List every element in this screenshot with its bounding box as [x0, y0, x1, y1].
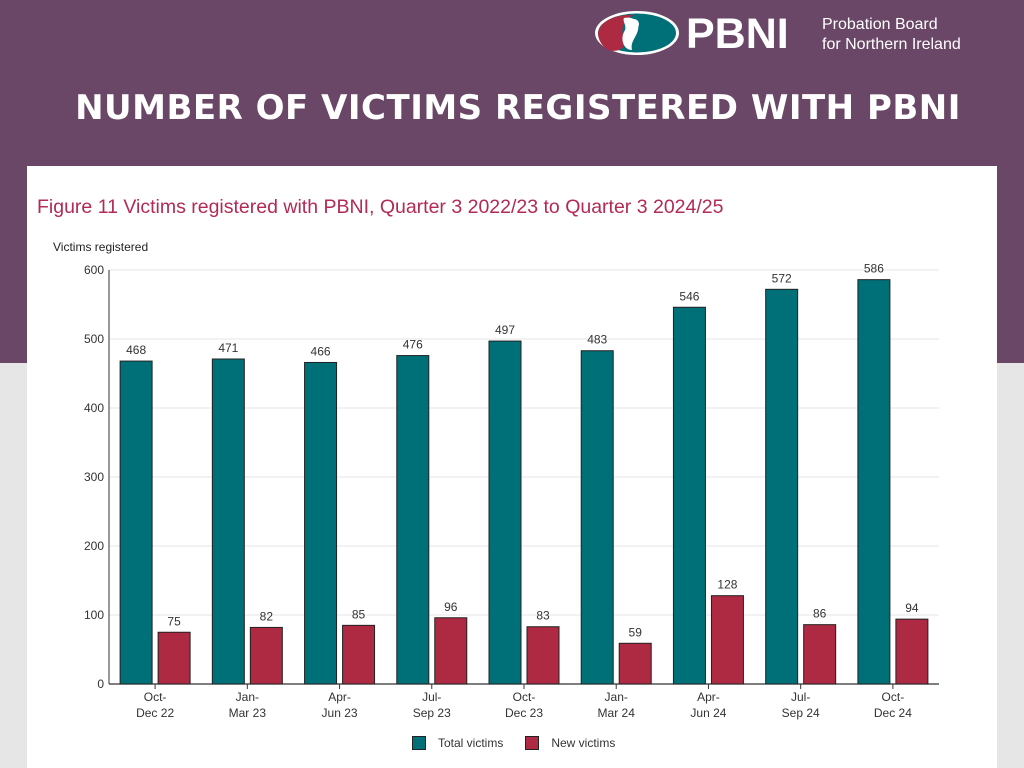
y-tick-label: 200 [84, 539, 104, 553]
data-label: 59 [629, 625, 643, 639]
bar-new-victims [895, 618, 929, 685]
data-label: 483 [587, 333, 607, 347]
legend-swatch-new [525, 736, 540, 750]
bar-total-victims [119, 360, 153, 685]
legend-swatch-total [412, 736, 426, 750]
bar-total-victims [580, 350, 614, 685]
bar-total-victims [672, 306, 706, 685]
chart-panel: Figure 11 Victims registered with PBNI, … [27, 166, 997, 768]
x-tick-label: Jul- [422, 690, 441, 704]
logo-subtitle-line1: Probation Board [822, 16, 938, 33]
x-tick-label: Sep 23 [413, 706, 451, 720]
data-label: 468 [126, 343, 146, 357]
y-tick-label: 600 [84, 263, 104, 277]
y-tick-label: 300 [84, 470, 104, 484]
logo-subtitle-line2: for Northern Ireland [822, 36, 961, 53]
data-label: 497 [495, 323, 515, 337]
y-axis-title: Victims registered [53, 240, 148, 254]
data-label: 586 [864, 262, 884, 276]
x-tick-label: Apr- [697, 690, 720, 704]
legend-item-total: Total victims [412, 736, 503, 750]
chart-title: Figure 11 Victims registered with PBNI, … [37, 196, 724, 218]
chart-legend: Total victims New victims [412, 736, 637, 750]
logo-wordmark: PBNI [686, 10, 789, 58]
x-tick-label: Mar 23 [229, 706, 267, 720]
x-tick-label: Jan- [236, 690, 259, 704]
x-tick-label: Oct- [882, 690, 905, 704]
x-tick-label: Sep 24 [782, 706, 820, 720]
bar-total-victims [304, 361, 338, 685]
y-tick-label: 0 [97, 677, 104, 691]
x-tick-label: Oct- [513, 690, 536, 704]
legend-label-total: Total victims [438, 736, 504, 750]
x-tick-label: Dec 23 [505, 706, 543, 720]
bar-new-victims [342, 624, 376, 685]
bar-total-victims [857, 279, 891, 685]
data-label: 82 [260, 609, 274, 623]
x-tick-label: Apr- [328, 690, 351, 704]
pbni-logo-icon [595, 11, 679, 55]
x-tick-label: Jan- [605, 690, 628, 704]
x-tick-label: Jul- [791, 690, 810, 704]
bar-total-victims [765, 288, 799, 685]
bar-new-victims [249, 626, 283, 685]
bar-new-victims [618, 642, 652, 685]
bar-total-victims [396, 355, 430, 685]
page-title: NUMBER OF VICTIMS REGISTERED WITH PBNI [75, 88, 961, 128]
pbni-logo: PBNI Probation Board for Northern Irelan… [594, 8, 994, 60]
x-tick-label: Jun 24 [690, 706, 726, 720]
data-label: 476 [403, 338, 423, 352]
data-label: 75 [167, 614, 181, 628]
y-tick-label: 100 [84, 608, 104, 622]
data-label: 546 [679, 289, 699, 303]
x-tick-label: Oct- [144, 690, 167, 704]
legend-item-new: New victims [525, 736, 615, 750]
bar-chart: Victims registered 0 100 200 300 400 500 600 Oct… [53, 240, 939, 720]
bar-new-victims [803, 624, 837, 685]
data-label: 86 [813, 607, 827, 621]
logo-subtitle: Probation Board for Northern Ireland [822, 15, 992, 55]
y-tick-label: 500 [84, 332, 104, 346]
data-label: 96 [444, 600, 458, 614]
data-label: 83 [536, 609, 550, 623]
bar-new-victims [434, 617, 468, 685]
y-tick-label: 400 [84, 401, 104, 415]
data-label: 471 [218, 341, 238, 355]
bar-total-victims [211, 358, 245, 685]
data-label: 128 [717, 578, 737, 592]
legend-label-new: New victims [551, 736, 616, 750]
data-label: 466 [311, 344, 331, 358]
bar-new-victims [526, 626, 560, 685]
x-tick-label: Dec 22 [136, 706, 174, 720]
data-label: 85 [352, 607, 366, 621]
x-tick-label: Mar 24 [598, 706, 636, 720]
data-label: 572 [772, 271, 792, 285]
bar-new-victims [157, 631, 191, 685]
data-label: 94 [905, 601, 919, 615]
bar-new-victims [710, 595, 744, 685]
x-tick-label: Dec 24 [874, 706, 912, 720]
bar-total-victims [488, 340, 522, 685]
x-tick-label: Jun 23 [322, 706, 358, 720]
